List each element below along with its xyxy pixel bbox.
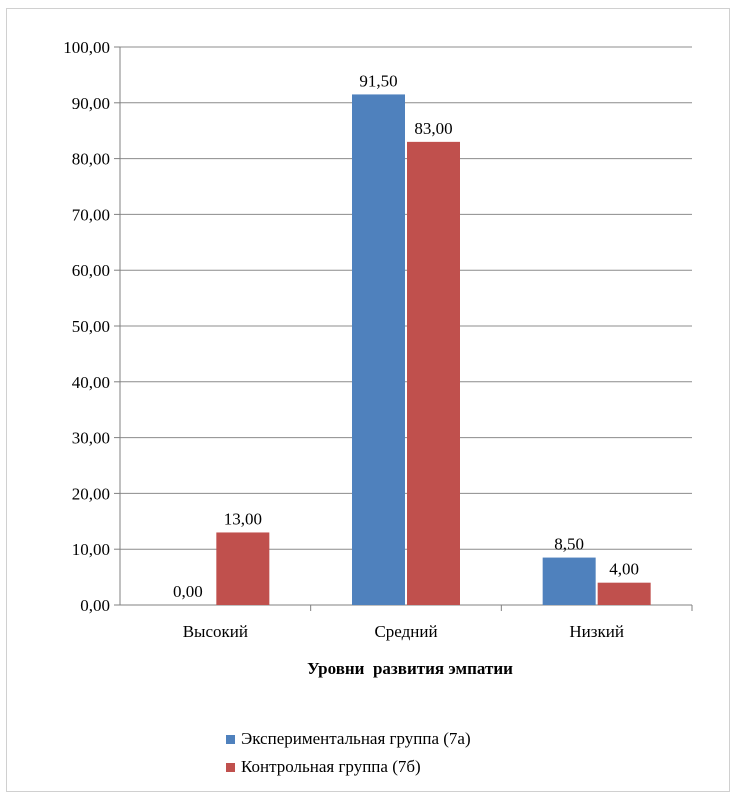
bar (597, 582, 651, 605)
y-tick-label: 30,00 (72, 429, 110, 448)
legend: Экспериментальная группа (7а) Контрольна… (226, 725, 471, 781)
data-label: 4,00 (609, 560, 639, 579)
data-label: 13,00 (224, 509, 262, 528)
legend-label-control: Контрольная группа (7б) (241, 757, 421, 776)
y-tick-label: 40,00 (72, 373, 110, 392)
data-label: 83,00 (414, 119, 452, 138)
y-tick-label: 80,00 (72, 150, 110, 169)
data-labels: 0,00 13,00 91,50 83,00 8,50 4,00 (173, 71, 639, 601)
x-category-label: Низкий (569, 622, 624, 641)
y-tick-label: 60,00 (72, 261, 110, 280)
x-axis-title: Уровни развития эмпатии (307, 659, 513, 678)
y-tick-label: 70,00 (72, 205, 110, 224)
bar (542, 557, 596, 605)
bar (352, 94, 405, 606)
bar (407, 141, 460, 606)
y-tick-label: 0,00 (80, 596, 110, 615)
legend-swatch-experimental (226, 734, 235, 744)
legend-swatch-control (226, 762, 235, 772)
x-axis-categories: Высокий Средний Низкий (183, 622, 624, 641)
legend-label-experimental: Экспериментальная группа (7а) (241, 729, 471, 748)
y-tick-label: 20,00 (72, 484, 110, 503)
y-tick-label: 90,00 (72, 94, 110, 113)
y-tick-label: 10,00 (72, 540, 110, 559)
gridlines (114, 46, 693, 611)
x-category-label: Высокий (183, 622, 248, 641)
data-label: 91,50 (359, 71, 397, 90)
bars (216, 94, 651, 606)
x-category-label: Средний (374, 622, 437, 641)
y-tick-label: 100,00 (63, 38, 110, 57)
legend-item-control: Контрольная группа (7б) (226, 753, 471, 781)
y-axis-ticks: 0,00 10,00 20,00 30,00 40,00 50,00 60,00 70,00 8… (63, 38, 110, 615)
legend-item-experimental: Экспериментальная группа (7а) (226, 725, 471, 753)
data-label: 8,50 (554, 535, 584, 554)
data-label: 0,00 (173, 582, 203, 601)
y-tick-label: 50,00 (72, 317, 110, 336)
bar (216, 532, 270, 605)
